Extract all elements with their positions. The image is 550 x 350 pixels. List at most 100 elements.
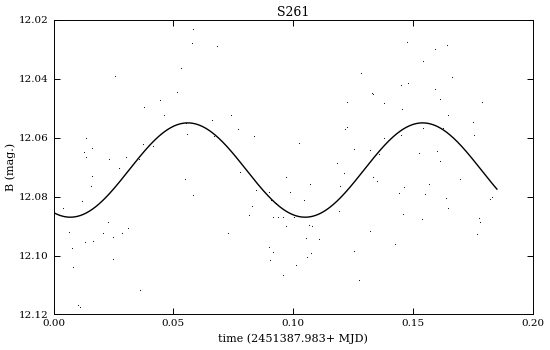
- Point: [160, 112, 168, 118]
- Point: [403, 80, 412, 86]
- Point: [251, 187, 260, 192]
- Point: [339, 170, 348, 175]
- Point: [470, 133, 478, 138]
- Point: [398, 106, 406, 112]
- Point: [475, 219, 484, 225]
- X-axis label: time (2451387.983+ MJD): time (2451387.983+ MJD): [218, 334, 368, 344]
- Point: [295, 141, 304, 146]
- Point: [418, 58, 427, 64]
- Point: [81, 154, 90, 160]
- Point: [109, 256, 118, 262]
- Point: [265, 189, 273, 195]
- Point: [250, 133, 258, 139]
- Point: [267, 197, 276, 203]
- Point: [281, 175, 290, 180]
- Point: [472, 231, 481, 237]
- Point: [390, 241, 399, 247]
- Point: [307, 223, 316, 229]
- Point: [68, 245, 76, 251]
- Point: [399, 184, 408, 190]
- Point: [341, 126, 350, 132]
- Point: [207, 117, 216, 123]
- Point: [443, 205, 452, 210]
- Point: [104, 156, 113, 161]
- Point: [486, 196, 494, 202]
- Point: [224, 231, 233, 236]
- Point: [399, 212, 408, 217]
- Point: [80, 149, 89, 155]
- Point: [234, 126, 243, 132]
- Point: [88, 173, 97, 179]
- Point: [248, 203, 256, 209]
- Point: [365, 147, 374, 153]
- Point: [139, 105, 148, 110]
- Point: [419, 125, 427, 130]
- Point: [177, 65, 185, 70]
- Point: [342, 124, 351, 130]
- Point: [350, 146, 359, 152]
- Point: [305, 182, 314, 187]
- Point: [189, 26, 197, 32]
- Point: [368, 91, 377, 97]
- Point: [274, 214, 283, 220]
- Point: [135, 156, 144, 162]
- Point: [271, 200, 280, 206]
- Point: [375, 152, 383, 157]
- Point: [379, 100, 388, 106]
- Point: [188, 41, 196, 46]
- Point: [111, 73, 119, 79]
- Point: [109, 234, 118, 240]
- Point: [122, 154, 130, 160]
- Point: [148, 143, 157, 149]
- Point: [336, 183, 344, 189]
- Point: [417, 217, 426, 222]
- Point: [432, 148, 441, 154]
- Point: [436, 159, 445, 164]
- Point: [425, 181, 433, 187]
- Point: [487, 194, 496, 200]
- Point: [397, 82, 406, 88]
- Point: [394, 190, 403, 196]
- Point: [279, 214, 288, 220]
- Point: [281, 224, 290, 229]
- Title: S261: S261: [277, 6, 310, 19]
- Point: [475, 216, 484, 221]
- Point: [269, 215, 278, 220]
- Point: [367, 90, 376, 96]
- Point: [443, 42, 452, 48]
- Point: [118, 230, 127, 235]
- Point: [343, 99, 352, 105]
- Point: [403, 39, 411, 45]
- Point: [81, 135, 90, 141]
- Point: [349, 248, 358, 254]
- Point: [355, 277, 364, 283]
- Point: [415, 150, 424, 155]
- Point: [447, 74, 456, 79]
- Point: [357, 70, 366, 75]
- Y-axis label: B (mag.): B (mag.): [6, 143, 16, 191]
- Point: [226, 113, 235, 118]
- Point: [136, 287, 145, 293]
- Point: [88, 239, 97, 244]
- Point: [421, 191, 430, 197]
- Point: [285, 189, 294, 194]
- Point: [334, 209, 343, 214]
- Point: [278, 272, 287, 278]
- Point: [436, 96, 444, 101]
- Point: [87, 183, 96, 189]
- Point: [430, 46, 439, 51]
- Point: [265, 244, 273, 250]
- Point: [397, 132, 405, 138]
- Point: [115, 166, 124, 171]
- Point: [380, 135, 389, 140]
- Point: [124, 225, 133, 231]
- Point: [244, 212, 253, 218]
- Point: [104, 219, 113, 225]
- Point: [180, 176, 189, 182]
- Point: [307, 250, 316, 256]
- Point: [64, 230, 73, 235]
- Point: [290, 215, 299, 220]
- Point: [469, 119, 477, 125]
- Point: [303, 254, 312, 260]
- Point: [189, 192, 197, 198]
